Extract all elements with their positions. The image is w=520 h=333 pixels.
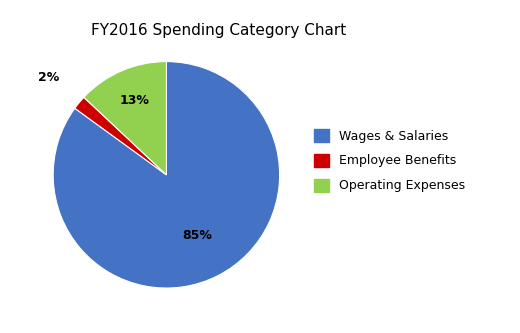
Text: 2%: 2% — [38, 71, 59, 84]
Text: FY2016 Spending Category Chart: FY2016 Spending Category Chart — [91, 23, 346, 38]
Wedge shape — [53, 62, 280, 288]
Legend: Wages & Salaries, Employee Benefits, Operating Expenses: Wages & Salaries, Employee Benefits, Ope… — [314, 129, 465, 192]
Text: 85%: 85% — [183, 229, 212, 242]
Text: 13%: 13% — [119, 94, 149, 107]
Wedge shape — [84, 62, 166, 175]
Wedge shape — [75, 97, 166, 175]
